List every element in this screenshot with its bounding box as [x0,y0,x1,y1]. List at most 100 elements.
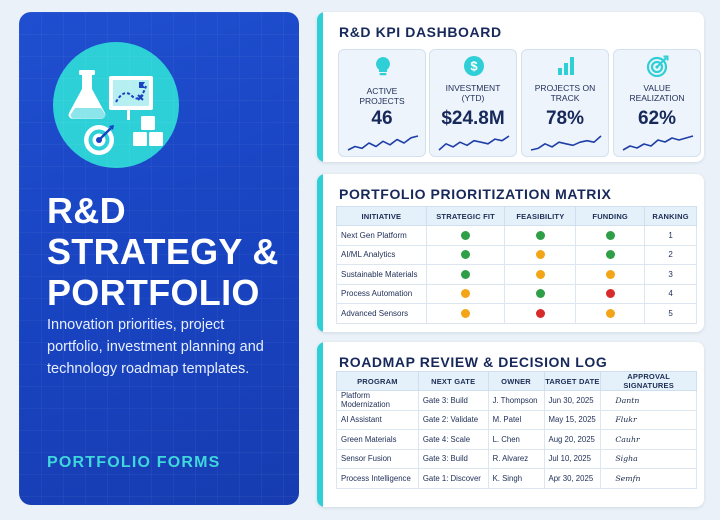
feasibility-cell [504,303,577,324]
table-row: Green Materials Gate 4: Scale L. Chen Aug 2… [336,429,697,450]
roadmap-table: PROGRAM NEXT GATE OWNER TARGET DATE APPR… [336,371,697,489]
column-header: INITIATIVE [336,206,427,226]
strategic-fit-cell [425,244,506,265]
hero-title-line: Strategy & [47,231,279,272]
kpi-dashboard-title: R&D KPI Dashboard [339,24,502,40]
program-cell: Green Materials [336,429,419,450]
owner-cell: K. Singh [487,468,545,489]
table-row: Advanced Sensors 5 [336,303,697,324]
kpi-card-value-realization: VALUE REALIZATION 62% [613,49,701,157]
ranking-cell: 1 [644,225,697,246]
feasibility-cell [504,283,577,304]
table-row: Platform Modernization Gate 3: Build J. Th… [336,390,697,411]
sparkline [438,135,510,151]
status-dot [605,230,615,240]
approval-signature: Semfn [600,468,697,489]
sparkline [622,135,694,151]
program-cell: Process Intelligence [336,468,419,489]
status-dot [605,269,615,279]
table-row: Sensor Fusion Gate 3: Build R. Alvarez Jul … [336,448,697,469]
target-date-cell: Aug 20, 2025 [543,429,602,450]
target-date-cell: Apr 30, 2025 [543,468,602,489]
kpi-card-investment: $ INVESTMENT (YTD) $24.8M [429,49,517,157]
approval-signature: Sigha [600,448,697,469]
kpi-value: 62% [637,108,677,129]
column-header: FUNDING [575,206,646,226]
status-dot [461,230,471,240]
status-dot [605,308,615,318]
kpi-label: VALUE REALIZATION [629,83,685,103]
status-dot [605,289,615,299]
initiative-cell: Sustainable Materials [336,264,427,285]
feasibility-cell [504,225,577,246]
program-cell: Platform Modernization [336,390,419,411]
approval-signature: Flukr [600,409,697,430]
prioritization-matrix-card: Portfolio Prioritization Matrix INITIATI… [317,174,704,332]
feasibility-cell [504,264,577,285]
owner-cell: M. Patel [487,409,545,430]
lightbulb-icon [376,57,390,76]
table-header-row: INITIATIVE STRATEGIC FIT FEASIBILITY FUN… [336,206,697,226]
status-dot [461,269,471,279]
funding-cell [575,244,646,265]
status-dot [535,308,545,318]
bar-chart-icon [558,57,574,75]
kpi-label: ACTIVE PROJECTS [359,86,405,106]
column-header: APPROVAL SIGNATURES [600,371,697,391]
column-header: PROGRAM [336,371,419,391]
sparkline-path [530,135,602,151]
program-cell: Sensor Fusion [336,448,419,469]
approval-signature: Dantn [600,390,697,411]
status-dot [535,230,545,240]
column-header: FEASIBILITY [504,206,577,226]
target-date-cell: May 15, 2025 [543,409,602,430]
strategic-fit-cell [425,303,506,324]
hero-title-line: Portfolio [47,272,260,313]
next-gate-cell: Gate 1: Discover [417,468,489,489]
next-gate-cell: Gate 4: Scale [417,429,489,450]
owner-cell: J. Thompson [487,390,545,411]
sparkline-path [622,135,694,151]
strategic-fit-cell [425,283,506,304]
hero-title: R&D Strategy & Portfolio [47,190,297,313]
hero-panel: R&D Strategy & Portfolio Innovation prio… [19,12,299,505]
strategic-fit-cell [425,264,506,285]
column-header: RANKING [644,206,697,226]
kpi-card-active-projects: ACTIVE PROJECTS 46 [338,49,426,157]
ranking-cell: 5 [644,303,697,324]
initiative-cell: Process Automation [336,283,427,304]
column-header: NEXT GATE [417,371,489,391]
kpi-label: INVESTMENT (YTD) [445,83,501,103]
rd-strategy-icon [53,42,179,168]
kpi-label: PROJECTS ON TRACK [534,83,596,103]
hero-description: Innovation priorities, project portfolio… [47,317,264,377]
column-header: TARGET DATE [543,371,602,391]
owner-cell: L. Chen [487,429,545,450]
initiative-cell: Advanced Sensors [336,303,427,324]
roadmap-decision-log-card: Roadmap Review & Decision Log PROGRAM NE… [317,342,704,507]
hero-title-line: R&D [47,190,126,231]
strategic-fit-cell [425,225,506,246]
owner-cell: R. Alvarez [487,448,545,469]
table-row: Sustainable Materials 3 [336,264,697,285]
table-header-row: PROGRAM NEXT GATE OWNER TARGET DATE APPR… [336,371,697,391]
kpi-card-projects-on-track: PROJECTS ON TRACK 78% [521,49,609,157]
table-row: AI/ML Analytics 2 [336,244,697,265]
initiative-cell: AI/ML Analytics [336,244,427,265]
matrix-title: Portfolio Prioritization Matrix [339,186,612,202]
next-gate-cell: Gate 3: Build [417,448,489,469]
roadmap-title: Roadmap Review & Decision Log [339,354,608,370]
funding-cell [575,303,646,324]
target-date-cell: Jun 30, 2025 [543,390,602,411]
target-date-cell: Jul 10, 2025 [543,448,602,469]
next-gate-cell: Gate 3: Build [417,390,489,411]
status-dot [605,250,615,260]
svg-text:$: $ [470,59,478,74]
funding-cell [575,283,646,304]
status-dot [461,289,471,299]
status-dot [535,289,545,299]
status-dot [461,250,471,260]
status-dot [461,308,471,318]
prioritization-table: INITIATIVE STRATEGIC FIT FEASIBILITY FUN… [336,206,697,324]
column-header: STRATEGIC FIT [425,206,506,226]
